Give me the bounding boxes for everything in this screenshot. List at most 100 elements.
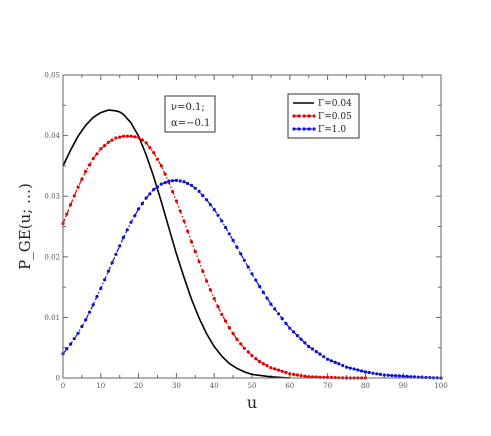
series-marker-2 (284, 321, 288, 326)
series-marker-2 (295, 334, 299, 338)
series-marker-2 (159, 182, 163, 186)
series-marker-2 (280, 317, 284, 321)
series-marker-2 (322, 355, 326, 359)
series-marker-1 (72, 194, 76, 198)
series-marker-2 (140, 201, 144, 206)
series-marker-2 (208, 203, 212, 207)
series-marker-1 (326, 375, 330, 379)
series-line-0 (62, 109, 290, 379)
series-marker-2 (360, 369, 364, 373)
series-marker-2 (144, 196, 148, 200)
legend-marker-1 (302, 114, 306, 118)
x-tick-label: 90 (399, 382, 408, 390)
series-marker-1 (223, 319, 228, 323)
series-marker-1 (84, 169, 88, 173)
series-marker-2 (239, 252, 243, 256)
series-marker-1 (129, 134, 133, 138)
series-marker-1 (235, 337, 239, 341)
series-marker-2 (337, 362, 341, 366)
legend-label-0: Γ=0.04 (318, 99, 352, 109)
series-marker-2 (148, 192, 152, 196)
series-marker-2 (103, 278, 107, 282)
series-marker-2 (276, 312, 281, 316)
series-marker-2 (401, 374, 405, 378)
series-marker-2 (235, 245, 239, 249)
series-marker-2 (273, 307, 277, 311)
series-marker-2 (333, 360, 337, 364)
series-marker-1 (114, 136, 118, 140)
series-marker-2 (254, 278, 258, 282)
series-marker-2 (223, 225, 228, 229)
y-tick-label: 0 (56, 375, 60, 383)
series-marker-2 (367, 370, 371, 375)
series-marker-2 (174, 178, 178, 182)
series-marker-2 (242, 258, 246, 262)
series-marker-2 (125, 228, 129, 232)
series-marker-1 (276, 368, 281, 372)
series-marker-2 (118, 244, 122, 248)
series-marker-1 (299, 374, 303, 378)
x-tick-label: 0 (61, 382, 65, 390)
series-marker-1 (288, 372, 292, 376)
series-marker-1 (99, 147, 103, 151)
series-marker-2 (201, 194, 205, 198)
y-axis-label: P_GE(u; …) (16, 183, 34, 270)
series-marker-2 (178, 179, 182, 183)
annotation-box: ν=0.1; α=−0.1 (164, 95, 216, 133)
series-marker-2 (318, 352, 322, 356)
series-line-1 (62, 135, 366, 379)
series-marker-2 (246, 265, 250, 269)
annotation-line-2: α=−0.1 (171, 118, 210, 129)
series-marker-1 (201, 269, 205, 273)
series-marker-2 (133, 214, 137, 218)
series-marker-1 (242, 346, 246, 350)
y-tick-label: 0.05 (44, 72, 60, 80)
legend: Γ=0.04 Γ=0.05 Γ=1.0 (287, 93, 360, 139)
plot-frame (62, 74, 442, 379)
series-marker-2 (76, 331, 80, 335)
series-marker-2 (352, 367, 356, 371)
series-marker-2 (341, 363, 345, 368)
series-marker-2 (220, 219, 224, 223)
series-marker-1 (193, 250, 197, 254)
x-tick-label: 40 (210, 382, 219, 390)
series-marker-1 (174, 199, 178, 203)
series-marker-1 (246, 350, 250, 354)
x-tick-label: 60 (285, 382, 294, 390)
series-marker-1 (254, 357, 258, 361)
legend-marker-2 (292, 127, 296, 131)
series-marker-2 (310, 347, 315, 351)
series-marker-2 (171, 179, 175, 183)
series-line-2 (62, 179, 442, 379)
series-marker-1 (239, 342, 243, 346)
series-marker-1 (121, 134, 126, 138)
series-marker-1 (137, 135, 141, 139)
series-marker-2 (87, 310, 92, 314)
series-marker-1 (159, 164, 163, 168)
series-marker-1 (284, 370, 288, 375)
series-marker-2 (265, 296, 269, 300)
series-marker-1 (163, 172, 167, 176)
series-marker-1 (152, 151, 156, 155)
series-marker-2 (390, 373, 394, 378)
series-marker-2 (95, 294, 99, 299)
series-marker-2 (216, 213, 220, 217)
series-marker-1 (189, 240, 194, 244)
series-marker-1 (65, 212, 69, 216)
series-marker-1 (212, 297, 216, 301)
series-marker-2 (163, 181, 167, 185)
legend-marker-2 (307, 127, 311, 131)
series-marker-1 (265, 364, 269, 368)
series-marker-2 (363, 370, 367, 374)
series-marker-2 (80, 324, 84, 329)
series-marker-1 (69, 203, 73, 207)
legend-marker-2 (302, 127, 306, 131)
series-marker-1 (182, 219, 186, 223)
y-tick-label: 0.02 (44, 253, 60, 261)
series-marker-2 (110, 261, 114, 265)
annotation-frame (164, 95, 216, 133)
legend-marker-1 (312, 114, 316, 118)
series-marker-2 (269, 302, 273, 306)
series-marker-2 (152, 187, 156, 192)
